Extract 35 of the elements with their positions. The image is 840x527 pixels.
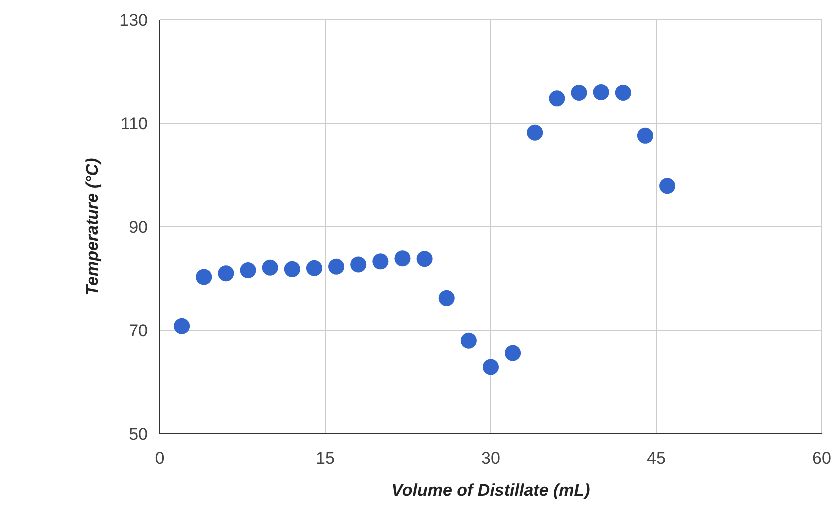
point (460, 332, 477, 349)
point (416, 251, 433, 268)
y-axis-title: Temperature (°C) (83, 158, 102, 296)
point (372, 254, 389, 270)
y-tick-label: 110 (120, 114, 148, 134)
point (306, 260, 322, 276)
point (284, 261, 300, 278)
point (637, 128, 654, 144)
point (262, 260, 278, 276)
point (196, 269, 212, 286)
y-tick-label: 130 (120, 11, 148, 30)
point (615, 84, 632, 101)
point (240, 262, 256, 278)
y-tick-label: 50 (129, 425, 148, 444)
x-tick-label: 45 (647, 449, 666, 468)
point (328, 258, 345, 275)
point (438, 290, 455, 306)
x-tick-label: 15 (316, 449, 335, 468)
point (527, 124, 544, 141)
point (394, 250, 411, 267)
point (218, 266, 234, 282)
point (174, 318, 190, 334)
point (505, 345, 522, 362)
x-tick-label: 60 (812, 449, 832, 468)
x-tick-label: 0 (155, 449, 165, 468)
x-axis-title: Volume of Distillate (mL) (392, 481, 591, 500)
x-tick-label: 30 (482, 449, 500, 468)
point (660, 178, 676, 194)
point (549, 90, 566, 107)
point (571, 84, 588, 101)
y-tick-label: 90 (129, 218, 148, 237)
y-tick-label: 70 (129, 322, 148, 340)
point (350, 256, 367, 273)
point (593, 84, 610, 100)
point (483, 359, 499, 376)
